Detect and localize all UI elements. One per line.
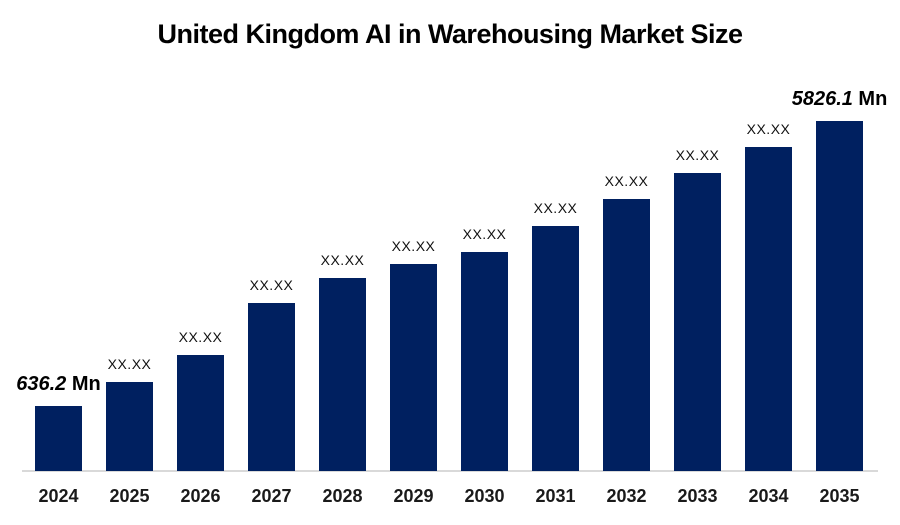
- x-tick-label-2026: 2026: [180, 486, 221, 506]
- bar-2028: [319, 278, 366, 471]
- bar-2031: [532, 226, 579, 471]
- x-tick-label-2028: 2028: [322, 486, 363, 506]
- value-unit: Mn: [852, 88, 888, 110]
- x-tick-label-2031: 2031: [535, 486, 576, 506]
- bar-2033: [674, 173, 721, 471]
- x-tick-label-2032: 2032: [606, 486, 647, 506]
- x-tick-label-2029: 2029: [393, 486, 434, 506]
- x-tick-label-2030: 2030: [464, 486, 505, 506]
- bar-2026: [177, 355, 224, 471]
- x-tick-label-2033: 2033: [677, 486, 718, 506]
- bar-2027: [248, 303, 295, 471]
- x-tick-label-2024: 2024: [38, 486, 79, 506]
- bar-2032: [603, 199, 650, 471]
- bar-value-label-2030: XX.XX: [462, 226, 507, 242]
- bar-value-label-2027: XX.XX: [249, 277, 294, 293]
- x-tick-label-2034: 2034: [748, 486, 789, 506]
- value-number: 636.2: [16, 373, 67, 395]
- x-tick-label-2035: 2035: [819, 486, 860, 506]
- bar-value-label-2035: 5826.1 Mn: [792, 88, 888, 111]
- bar-2035: [816, 121, 863, 471]
- bar-2030: [461, 252, 508, 471]
- chart-title: United Kingdom AI in Warehousing Market …: [157, 19, 743, 49]
- bar-value-label-2032: XX.XX: [604, 173, 649, 189]
- value-unit: Mn: [66, 373, 101, 395]
- bar-2034: [745, 147, 792, 471]
- bar-2029: [390, 264, 437, 471]
- x-tick-label-2027: 2027: [251, 486, 292, 506]
- bar-value-label-2033: XX.XX: [675, 147, 720, 163]
- bar-2024: [35, 406, 82, 471]
- bar-value-label-2034: XX.XX: [746, 121, 791, 137]
- x-tick-label-2025: 2025: [109, 486, 150, 506]
- bar-value-label-2025: XX.XX: [107, 356, 152, 372]
- bar-value-label-2026: XX.XX: [178, 329, 223, 345]
- bar-value-label-2024: 636.2 Mn: [16, 373, 101, 396]
- bar-2025: [106, 382, 153, 471]
- bar-value-label-2029: XX.XX: [391, 238, 436, 254]
- bar-value-label-2028: XX.XX: [320, 252, 365, 268]
- bar-value-label-2031: XX.XX: [533, 200, 578, 216]
- value-number: 5826.1: [791, 88, 853, 110]
- x-axis-line: [22, 470, 878, 472]
